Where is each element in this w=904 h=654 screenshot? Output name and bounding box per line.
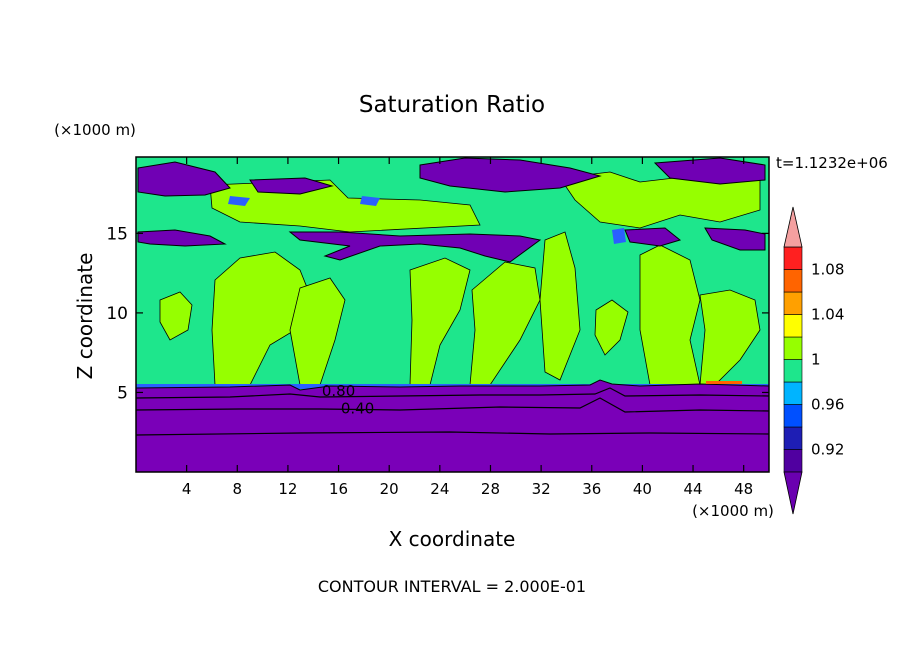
contour-line (136, 431, 769, 436)
colorbar-label: 1.08 (811, 261, 844, 279)
x-tick-label: 24 (430, 480, 449, 498)
blue-fringe-strip (612, 228, 626, 244)
green-patch (409, 257, 471, 386)
colorbar-segment (783, 404, 803, 428)
time-label: t=1.1232e+06 (776, 154, 888, 172)
purple-band (624, 227, 682, 247)
y-tick-label: 10 (106, 304, 128, 324)
purple-bands (137, 157, 766, 263)
green-patch (699, 289, 761, 386)
contour-lines (136, 387, 769, 436)
x-axis: 4 8 12 16 20 24 28 32 36 40 44 48 (182, 157, 753, 498)
x-tick-label: 16 (329, 480, 348, 498)
purple-band (249, 177, 334, 195)
y-tick-label: 15 (106, 224, 128, 244)
green-patch (159, 291, 193, 341)
y-unit-label: (×1000 m) (54, 121, 136, 139)
colorbar-segment (783, 314, 803, 338)
colorbar-label: 1.04 (811, 306, 844, 324)
contour-label: 0.80 (322, 382, 355, 400)
lower-layer (136, 379, 769, 472)
green-patch (639, 244, 701, 386)
green-patches (159, 171, 761, 386)
contour-labels: 0.800.40 (322, 382, 374, 418)
contour-field (136, 157, 769, 472)
x-tick-label: 44 (683, 480, 702, 498)
colorbar-segment (783, 291, 803, 315)
x-tick-label: 48 (734, 480, 753, 498)
purple-band (419, 157, 602, 193)
green-patch (539, 231, 581, 381)
colorbar-label: 0.96 (811, 396, 844, 414)
contour-line (136, 387, 769, 399)
purple-band (704, 227, 766, 251)
blue-fringe-strip (228, 196, 250, 206)
purple-band (288, 231, 542, 263)
colorbar-segment (783, 269, 803, 293)
y-axis-title: Z coordinate (73, 253, 97, 380)
x-tick-label: 36 (582, 480, 601, 498)
contour-line (136, 397, 769, 413)
colorbar-label: 0.92 (811, 441, 844, 459)
warm-spot (706, 381, 742, 384)
x-tick-label: 32 (532, 480, 551, 498)
purple-band (653, 157, 766, 185)
purple-band (137, 229, 227, 247)
contour-label: 0.40 (341, 399, 374, 417)
y-axis: 5 10 15 (106, 224, 769, 403)
x-tick-label: 8 (233, 480, 243, 498)
x-axis-title: X coordinate (389, 527, 516, 551)
colorbar: 1.08 1.04 1 0.96 0.92 (783, 206, 844, 515)
x-tick-label: 28 (481, 480, 500, 498)
blue-fringe-strip (360, 196, 380, 206)
colorbar-segment (783, 426, 803, 450)
colorbar-segment (783, 246, 803, 270)
green-patch (559, 171, 761, 229)
green-patch (594, 299, 629, 356)
colorbar-segment (783, 381, 803, 405)
colorbar-under-triangle (783, 471, 803, 515)
chart-title: Saturation Ratio (359, 92, 545, 118)
colorbar-over-triangle (783, 206, 803, 248)
colorbar-label: 1 (811, 351, 821, 369)
colorbar-segment (783, 449, 803, 473)
x-unit-label: (×1000 m) (692, 502, 774, 520)
x-tick-label: 20 (380, 480, 399, 498)
purple-band (137, 161, 231, 197)
y-tick-label: 5 (117, 383, 128, 403)
green-patch (289, 277, 346, 386)
colorbar-segment (783, 336, 803, 360)
colorbar-segment (783, 359, 803, 383)
x-tick-label: 4 (182, 480, 192, 498)
plot-frame (135, 156, 770, 473)
x-tick-label: 40 (633, 480, 652, 498)
green-patch (469, 261, 541, 386)
x-tick-label: 12 (278, 480, 297, 498)
contour-interval-label: CONTOUR INTERVAL = 2.000E-01 (318, 577, 586, 596)
